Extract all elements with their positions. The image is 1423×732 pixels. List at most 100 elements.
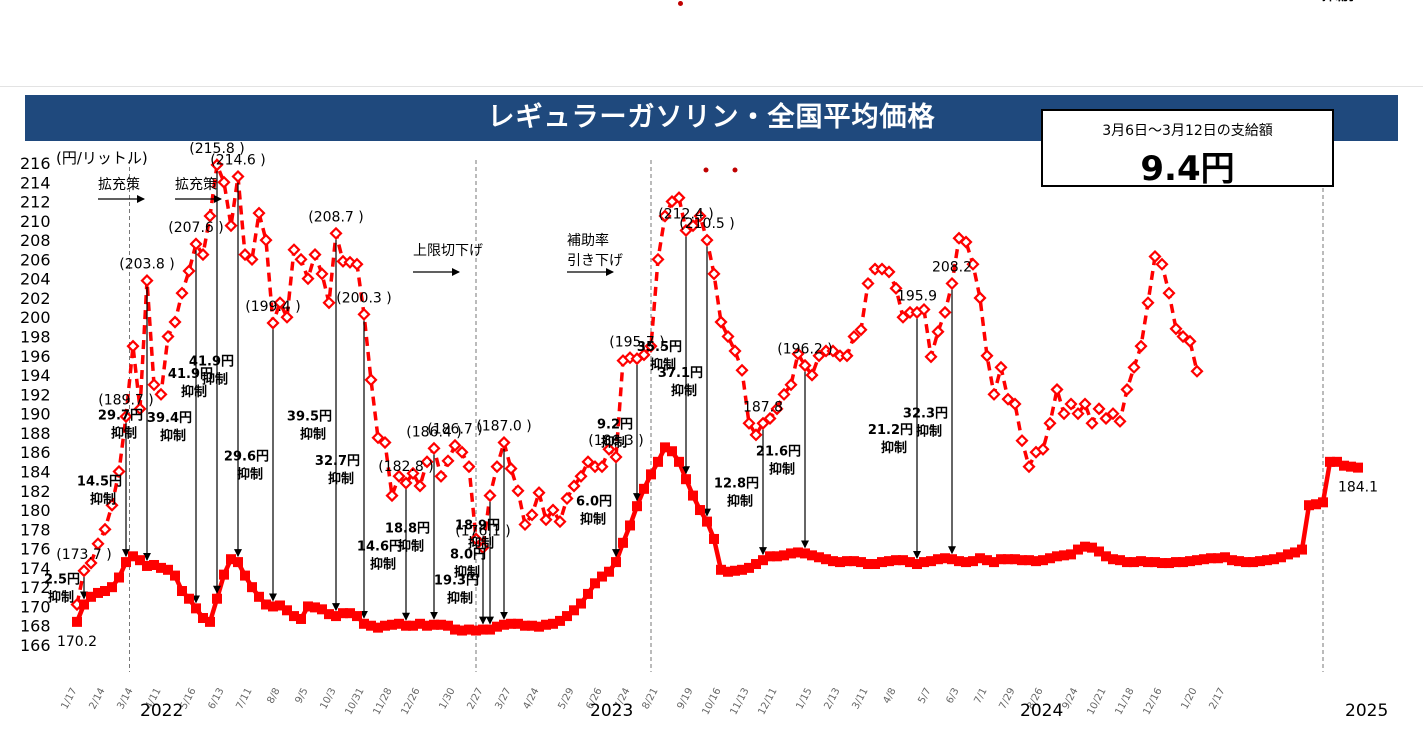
x-tick-label: 1/17 (59, 686, 79, 711)
x-tick-label: 9/24 (1060, 686, 1080, 711)
data-point-subsidized (121, 557, 131, 568)
data-point-subsidized (1290, 547, 1300, 558)
data-point-subsidized (583, 588, 593, 599)
data-point-subsidized (1129, 557, 1139, 568)
policy-label: 補助率 (567, 232, 609, 249)
peak-value-label: 184.1 (1338, 480, 1378, 496)
data-point-subsidized (471, 625, 481, 636)
data-point-unsubsidized (434, 469, 448, 483)
data-point-subsidized (107, 582, 117, 593)
data-point-subsidized (688, 490, 698, 501)
data-point-subsidized (373, 622, 383, 633)
peak-value-label: (207.6 ) (168, 220, 223, 236)
data-point-unsubsidized (1085, 416, 1099, 430)
data-point-subsidized (233, 557, 243, 568)
data-point-unsubsidized (469, 532, 483, 546)
decor-dot (703, 167, 709, 173)
data-point-subsidized (1164, 558, 1174, 569)
data-point-subsidized (394, 618, 404, 629)
data-point-subsidized (709, 533, 719, 544)
data-point-unsubsidized (574, 469, 588, 483)
x-tick-label: 3/27 (493, 686, 513, 711)
data-point-subsidized (513, 618, 523, 629)
subsidy-note-label: 抑制 (580, 512, 606, 528)
data-point-subsidized (1101, 551, 1111, 562)
data-point-unsubsidized (1120, 382, 1134, 397)
y-tick-label: 172 (20, 578, 51, 597)
subsidy-amount-label: 14.5円 (77, 474, 122, 489)
peak-value-label: 197.5 (1323, 0, 1363, 4)
data-point-unsubsidized (168, 315, 182, 329)
data-point-unsubsidized (770, 402, 784, 416)
data-point-unsubsidized (1141, 296, 1155, 310)
x-tick-label: 4/24 (521, 686, 541, 711)
x-tick-label: 10/16 (700, 686, 723, 717)
data-point-unsubsidized (826, 344, 840, 358)
data-point-subsidized (611, 557, 621, 568)
data-point-unsubsidized (707, 267, 721, 281)
y-axis-unit-label: (円/リットル) (56, 149, 148, 167)
data-point-subsidized (303, 601, 313, 612)
data-point-subsidized (177, 586, 187, 597)
data-point-subsidized (828, 556, 838, 567)
data-point-subsidized (954, 556, 964, 567)
subsidy-note-label: 抑制 (398, 539, 424, 555)
x-tick-label: 6/3 (944, 686, 961, 705)
data-point-subsidized (604, 566, 614, 577)
subsidy-box-value: 9.4円 (1140, 149, 1235, 189)
data-point-subsidized (1143, 557, 1153, 568)
data-point-subsidized (674, 456, 684, 467)
x-tick-label: 12/26 (399, 686, 422, 717)
data-point-subsidized (1031, 556, 1041, 567)
peak-value-label: 208.2 (932, 260, 972, 276)
data-point-subsidized (499, 619, 509, 630)
data-point-unsubsidized (749, 428, 763, 442)
data-point-unsubsidized (735, 363, 749, 377)
data-point-subsidized (1108, 554, 1118, 565)
policy-label: 拡充策 (98, 176, 140, 193)
data-point-unsubsidized (924, 350, 938, 364)
data-point-subsidized (569, 605, 579, 616)
data-point-unsubsidized (1155, 257, 1169, 271)
x-tick-label: 7/11 (234, 686, 254, 711)
y-tick-label: 168 (20, 617, 51, 636)
data-point-subsidized (492, 621, 502, 632)
subsidy-note-label: 抑制 (916, 423, 942, 439)
data-point-subsidized (1010, 554, 1020, 565)
data-point-subsidized (996, 554, 1006, 565)
subsidy-amount-label: 39.4円 (147, 411, 192, 426)
y-tick-label: 186 (20, 443, 51, 462)
data-point-unsubsidized (392, 469, 406, 483)
subsidy-amount-label: 13.4円 (1309, 0, 1354, 4)
data-point-subsidized (597, 571, 607, 582)
data-point-subsidized (702, 516, 712, 527)
data-point-unsubsidized (231, 169, 245, 184)
data-point-unsubsidized (595, 460, 609, 474)
data-point-unsubsidized (280, 310, 294, 324)
peak-value-label: (210.5 ) (679, 216, 734, 232)
data-point-subsidized (926, 556, 936, 567)
data-point-subsidized (1262, 555, 1272, 566)
data-point-subsidized (968, 556, 978, 567)
annotations: 2.5円抑制14.5円抑制29.7円抑制39.4円抑制41.9円抑制41.9円抑… (44, 0, 1398, 650)
top-dot-decoration (678, 1, 683, 6)
data-point-subsidized (520, 620, 530, 631)
data-point-unsubsidized (490, 460, 504, 474)
x-tick-label: 8/21 (640, 686, 660, 711)
data-point-subsidized (429, 619, 439, 630)
data-point-unsubsidized (931, 325, 945, 339)
data-point-subsidized (800, 548, 810, 559)
data-point-unsubsidized (364, 373, 378, 387)
data-point-subsidized (667, 446, 677, 457)
subsidy-note-label: 抑制 (601, 434, 627, 450)
data-point-subsidized (1220, 552, 1230, 563)
data-point-subsidized (149, 559, 159, 570)
x-tick-label: 5/7 (916, 686, 933, 705)
y-tick-label: 204 (20, 270, 51, 289)
x-tick-label: 11/13 (728, 686, 751, 717)
data-point-subsidized (450, 624, 460, 635)
subsidy-note-label: 抑制 (881, 440, 907, 456)
y-tick-label: 212 (20, 193, 51, 212)
data-point-subsidized (408, 620, 418, 631)
data-point-unsubsidized (266, 316, 280, 330)
